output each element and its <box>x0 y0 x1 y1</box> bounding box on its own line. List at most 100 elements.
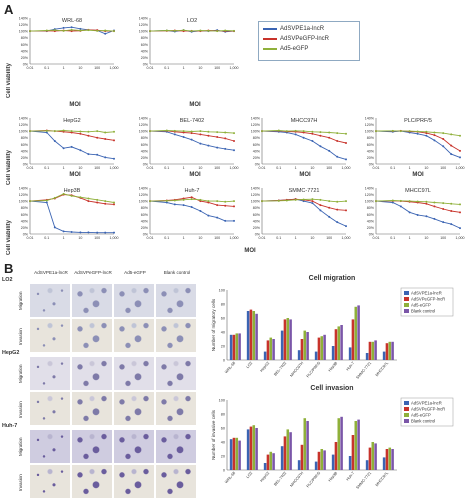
data-point <box>345 141 347 144</box>
bar <box>317 337 321 360</box>
bar <box>354 421 358 470</box>
data-point <box>416 213 419 216</box>
data-point <box>450 133 453 136</box>
x-tick-label: 0.01 <box>147 236 154 240</box>
bar <box>365 353 369 360</box>
data-point <box>53 196 56 199</box>
bar-legend-label: AdSVPE1a-lncR <box>411 401 442 406</box>
bar-legend-swatch <box>404 309 409 313</box>
data-point <box>70 194 73 197</box>
y-tick-label: 0% <box>255 163 261 167</box>
x-tick-label: 10 <box>78 166 82 170</box>
bar <box>303 418 307 470</box>
x-tick-label: 0.1 <box>164 66 169 70</box>
legend-a-item-1: AdSVPeGFP-lncR <box>263 34 355 44</box>
bar-legend-label: Blank control <box>411 419 435 424</box>
x-tick-label: 0.1 <box>44 236 49 240</box>
bar-legend-swatch <box>404 413 409 417</box>
y-tick-label: 100% <box>251 200 261 204</box>
micro-group-label: Huh-7 <box>2 423 18 429</box>
micrograph <box>30 465 70 498</box>
data-point <box>425 202 428 205</box>
legend-a-swatch-2 <box>263 48 277 50</box>
data-point <box>216 216 219 219</box>
data-point <box>113 130 115 133</box>
micro-row-label: Migration <box>18 291 23 310</box>
data-point <box>391 199 394 202</box>
micrograph <box>72 430 112 463</box>
data-point <box>224 200 227 203</box>
bar <box>371 341 375 360</box>
data-point <box>113 30 115 33</box>
data-point <box>285 199 288 202</box>
data-point <box>199 210 202 212</box>
data-point <box>113 139 115 142</box>
data-point <box>224 131 227 134</box>
data-point <box>199 133 202 136</box>
bar-y-tick: 40 <box>221 441 225 445</box>
bar <box>252 425 256 470</box>
data-point <box>311 132 314 135</box>
bar <box>238 440 241 470</box>
x-tick-label: 10 <box>424 236 428 240</box>
micro-col-label: Blank control <box>163 270 191 275</box>
bar-x-tick: MHCC97H <box>289 361 304 378</box>
x-axis-label: MOI <box>412 172 424 178</box>
x-tick-label: 1 <box>63 66 65 70</box>
data-point <box>336 200 339 203</box>
bar <box>235 333 239 360</box>
data-point <box>459 211 461 214</box>
x-axis-label: MOI <box>189 172 201 178</box>
data-point <box>345 209 347 212</box>
data-point <box>224 219 227 222</box>
data-point <box>319 131 322 134</box>
x-tick-label: 1,000 <box>230 166 239 170</box>
y-tick-label: 60% <box>141 43 149 47</box>
data-point <box>216 200 219 203</box>
data-point <box>261 130 263 133</box>
data-point <box>45 129 48 132</box>
x-tick-label: 1 <box>409 166 411 170</box>
bar-y-tick: 20 <box>221 455 225 459</box>
data-point <box>433 134 436 137</box>
bar <box>286 429 290 470</box>
data-point <box>399 130 402 133</box>
x-tick-label: 1,000 <box>456 166 465 170</box>
bar-x-tick: BEL-7402 <box>273 361 287 377</box>
micrograph <box>156 319 196 352</box>
micro-group-label: HepG2 <box>2 350 20 356</box>
y-tick-label: 0% <box>369 233 375 237</box>
y-tick-label: 20% <box>141 56 149 60</box>
data-point <box>149 200 151 203</box>
series-line <box>375 200 461 205</box>
data-point <box>336 208 339 211</box>
series-line <box>261 130 347 135</box>
x-tick-label: 0.01 <box>259 166 266 170</box>
x-tick-label: 0.1 <box>390 236 395 240</box>
bar <box>249 426 253 470</box>
data-point <box>294 133 297 136</box>
bar <box>354 306 358 360</box>
y-tick-label: 100% <box>19 130 29 134</box>
data-point <box>294 129 297 132</box>
bar <box>368 447 372 470</box>
bar-x-tick: SMMC-7721 <box>356 471 373 490</box>
data-point <box>96 130 99 133</box>
bar-chart-0: Cell migration Number of migratory cells 0… <box>211 275 454 380</box>
bar-y-tick: 60 <box>221 427 225 431</box>
x-tick-label: 0.1 <box>390 166 395 170</box>
data-point <box>233 205 235 208</box>
bar <box>323 450 326 470</box>
data-point <box>62 29 65 32</box>
bar-legend-label: AdSVPeGFP-lncR <box>411 407 445 412</box>
y-tick-label: 120% <box>139 193 149 197</box>
y-tick-label: 40% <box>367 149 375 153</box>
data-point <box>336 221 339 224</box>
legend-a-swatch-0 <box>263 28 277 30</box>
series-line <box>261 198 347 211</box>
bar <box>269 451 273 470</box>
data-point <box>207 29 210 32</box>
micrograph <box>114 430 154 463</box>
bar-legend-swatch <box>404 303 409 307</box>
bar <box>331 346 335 360</box>
